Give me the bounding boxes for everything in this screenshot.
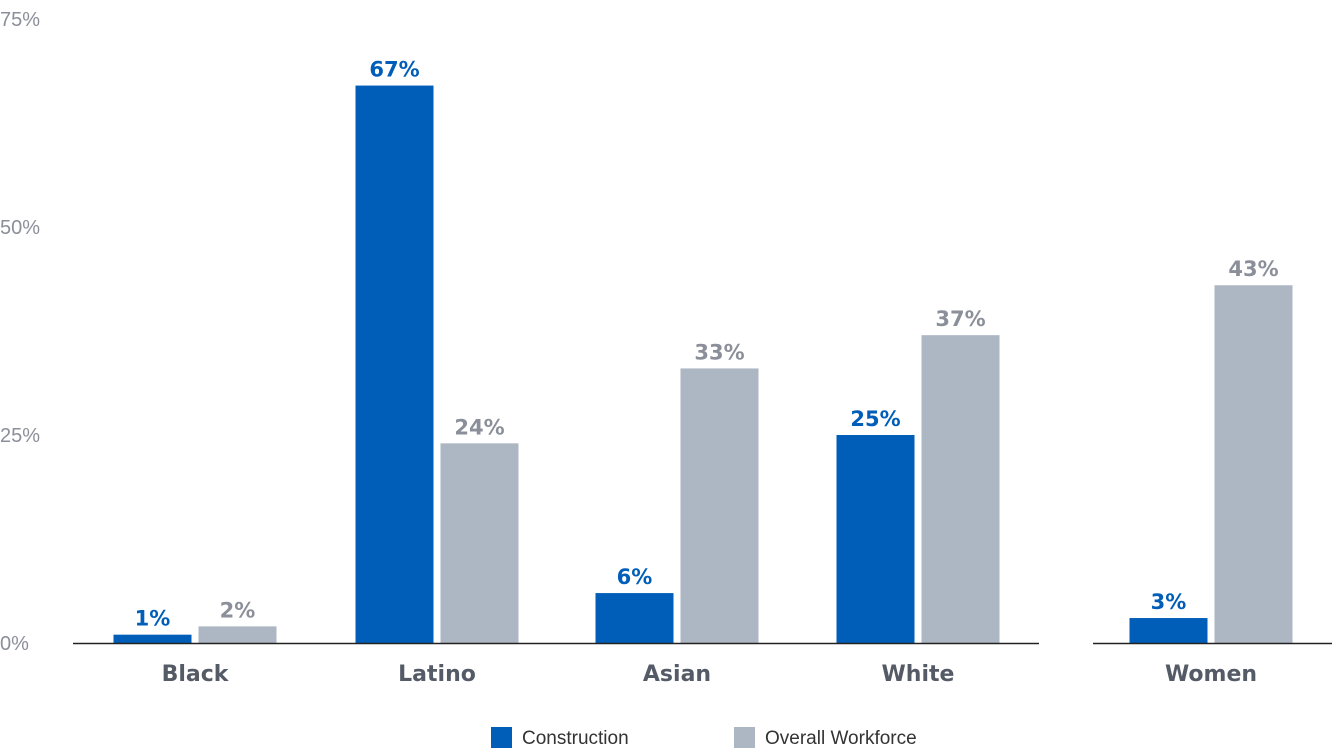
value-label: 6% xyxy=(617,565,653,589)
construction-bar-latino xyxy=(355,85,434,643)
category-label-asian: Asian xyxy=(643,662,711,687)
value-labels: 1% 2% 67% 24% 6% 33% 25% 37% 3% 43% xyxy=(135,58,1279,631)
category-label-women: Women xyxy=(1165,662,1257,687)
value-label: 33% xyxy=(694,340,744,364)
legend-label: Overall Workforce xyxy=(765,728,917,749)
y-tick-label: 25% xyxy=(0,425,40,447)
overall-workforce-bar-latino xyxy=(440,443,519,643)
value-label: 67% xyxy=(369,58,419,82)
overall-workforce-bar-black xyxy=(198,626,277,643)
overall-workforce-legend-swatch xyxy=(734,727,755,748)
overall-workforce-bar-white xyxy=(921,335,1000,643)
y-axis-ticks: 0% 25% 50% 75% xyxy=(0,9,40,655)
overall-workforce-bar-women xyxy=(1214,285,1293,643)
category-label-black: Black xyxy=(162,662,230,687)
legend: Construction Overall Workforce xyxy=(491,727,917,749)
value-label: 2% xyxy=(220,598,256,622)
value-label: 3% xyxy=(1151,590,1187,614)
construction-bar-asian xyxy=(595,593,674,643)
bars xyxy=(113,85,1293,643)
legend-label: Construction xyxy=(522,728,629,749)
y-tick-label: 0% xyxy=(0,633,29,655)
value-label: 25% xyxy=(850,407,900,431)
overall-workforce-bar-asian xyxy=(680,368,759,643)
y-tick-label: 75% xyxy=(0,9,40,31)
value-label: 43% xyxy=(1228,257,1278,281)
construction-bar-women xyxy=(1129,618,1208,643)
value-label: 1% xyxy=(135,607,171,631)
value-label: 24% xyxy=(454,415,504,439)
y-tick-label: 50% xyxy=(0,217,40,239)
category-label-white: White xyxy=(882,662,955,687)
category-labels: Black Latino Asian White Women xyxy=(162,662,1257,687)
value-label: 37% xyxy=(935,307,985,331)
category-label-latino: Latino xyxy=(398,662,476,687)
construction-bar-black xyxy=(113,634,192,643)
construction-bar-white xyxy=(836,435,915,643)
construction-legend-swatch xyxy=(491,727,512,748)
